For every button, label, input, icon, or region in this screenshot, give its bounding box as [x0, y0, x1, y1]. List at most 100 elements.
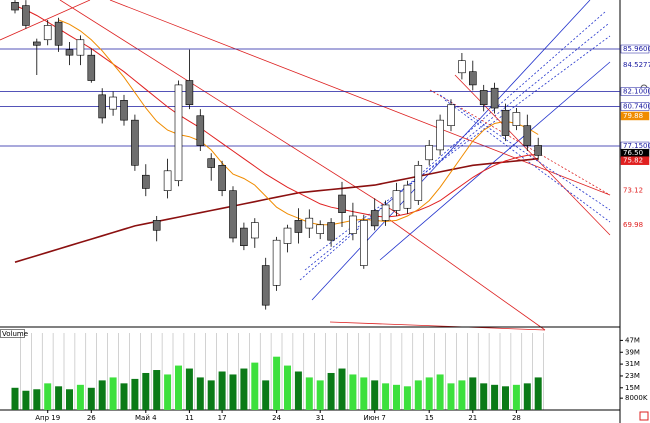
volume-bar: [251, 362, 259, 410]
volume-bar: [284, 365, 291, 410]
candle-body: [283, 227, 292, 244]
volume-label-box: [0, 329, 25, 338]
candle-body: [22, 5, 30, 26]
volume-bar: [327, 372, 335, 410]
x-tick-label: 26: [87, 414, 96, 422]
x-tick-label: 11: [185, 414, 194, 422]
volume-bar: [523, 383, 531, 410]
candle-body: [381, 204, 390, 221]
volume-bar: [207, 380, 215, 410]
candle-body: [338, 194, 346, 213]
volume-bar: [360, 377, 368, 410]
volume-bar: [218, 371, 226, 410]
level-label: 85.9600: [623, 45, 650, 53]
volume-bar: [44, 383, 52, 410]
volume-bar: [109, 377, 117, 410]
volume-bar: [87, 387, 95, 410]
volume-bar: [349, 374, 357, 410]
volume-bar: [371, 380, 379, 410]
volume-bar: [458, 380, 466, 410]
candle-body: [490, 87, 499, 109]
candle-body: [359, 220, 368, 266]
volume-bar: [305, 377, 313, 410]
volume-bar: [469, 377, 477, 410]
candle-body: [207, 158, 215, 168]
volume-bar: [98, 380, 106, 410]
volume-bar: [316, 380, 324, 410]
x-tick-label: 28: [512, 414, 521, 422]
volume-bar: [382, 383, 390, 410]
volume-bar: [131, 378, 139, 410]
volume-bar: [55, 386, 63, 410]
volume-bar: [229, 374, 237, 410]
downtrend-line: [59, 0, 401, 216]
candle-body: [65, 49, 74, 56]
volume-bar: [436, 374, 444, 410]
volume-bar: [120, 383, 128, 410]
level-label: 73.12: [623, 186, 643, 194]
volume-tick-label: 23M: [625, 372, 640, 380]
candle-body: [109, 96, 117, 110]
channel-line: [311, 0, 591, 301]
volume-label: Volume: [2, 330, 28, 338]
candle-body: [272, 239, 281, 286]
volume-bar: [273, 356, 281, 410]
volume-bar: [164, 374, 172, 410]
candle-body: [142, 174, 150, 189]
candle-body: [316, 224, 325, 234]
volume-bar: [480, 383, 488, 410]
candle-body: [196, 115, 205, 146]
volume-bar: [294, 371, 302, 410]
candle-body: [370, 210, 379, 227]
corner-button[interactable]: [639, 411, 649, 421]
volume-bar: [175, 365, 182, 410]
candle-body: [76, 39, 85, 56]
volume-bar: [414, 380, 422, 410]
volume-bar: [196, 377, 204, 410]
x-tick-label: 17: [218, 414, 227, 422]
candle-body: [131, 119, 139, 166]
candle-body: [152, 220, 161, 231]
candle-body: [458, 60, 466, 74]
volume-bar: [262, 380, 270, 410]
volume-bar: [447, 383, 455, 410]
level-label-box: [620, 44, 650, 54]
level-label-box: [620, 111, 650, 121]
volume-bar: [33, 389, 41, 410]
level-label: 82.1000: [623, 88, 650, 96]
candle-body: [43, 25, 52, 41]
level-label: 75.82: [623, 157, 643, 165]
volume-tick-label: 47M: [625, 336, 640, 344]
volume-bar: [142, 372, 150, 410]
volume-tick-label: 15M: [625, 384, 640, 392]
volume-bar: [185, 368, 193, 410]
level-label: 84.5277: [623, 61, 650, 69]
x-tick-label: 31: [316, 414, 325, 422]
level-label: 80.7400: [623, 102, 650, 110]
x-tick-label: Апр 19: [35, 414, 60, 422]
x-tick-label: 24: [272, 414, 281, 422]
level-label-box: [620, 102, 650, 111]
candle-body: [534, 145, 543, 156]
level-label: 69.98: [623, 221, 643, 229]
x-tick-label: 21: [468, 414, 477, 422]
downtrend-line: [329, 321, 546, 331]
candle-body: [229, 190, 237, 239]
volume-bar: [512, 384, 520, 410]
candle-body: [54, 21, 63, 46]
candle-body: [120, 100, 128, 121]
candle-body: [327, 222, 335, 241]
volume-bar: [66, 389, 73, 410]
moving-average: [14, 5, 539, 218]
volume-bar: [403, 386, 411, 410]
candle-body: [425, 145, 434, 161]
volume-bar: [491, 384, 499, 410]
candle-body: [414, 165, 423, 201]
x-tick-label: 15: [425, 414, 434, 422]
candle-body: [479, 90, 488, 106]
candle-body: [305, 217, 314, 229]
volume-bar: [393, 384, 400, 410]
volume-tick-label: 31M: [625, 360, 640, 368]
